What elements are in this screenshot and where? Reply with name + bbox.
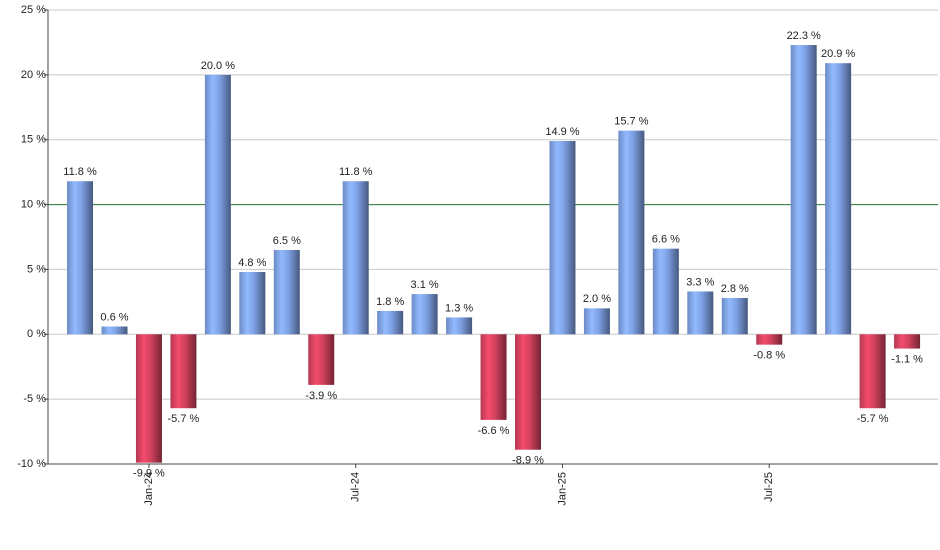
bar [446, 317, 473, 335]
value-label: -5.7 % [168, 413, 200, 425]
y-tick-label: 15 % [21, 134, 46, 146]
value-label: 1.3 % [445, 302, 473, 314]
y-tick-label: 5 % [27, 263, 46, 275]
bar [67, 181, 94, 335]
bar [101, 326, 128, 335]
bar [170, 334, 197, 409]
value-label: 11.8 % [63, 166, 97, 178]
value-label: 15.7 % [614, 116, 648, 128]
y-tick-label: -5 % [23, 393, 46, 405]
value-label: -3.9 % [305, 390, 337, 402]
y-tick-label: 25 % [21, 4, 46, 16]
value-label: -1.1 % [891, 353, 923, 365]
x-tick-label: Jan-25 [556, 472, 568, 506]
bar [377, 310, 404, 335]
bar [342, 181, 369, 335]
x-tick-label: Jan-24 [143, 472, 155, 506]
bar [308, 334, 335, 385]
bar [204, 74, 231, 335]
value-label: -6.6 % [478, 425, 510, 437]
bar [135, 334, 162, 463]
value-label: 3.1 % [411, 279, 439, 291]
value-label: -0.8 % [753, 350, 785, 362]
bar [515, 334, 542, 450]
value-label: 6.5 % [273, 235, 301, 247]
value-label: 20.9 % [821, 48, 855, 60]
value-label: -8.9 % [512, 455, 544, 467]
value-label: 3.3 % [686, 276, 714, 288]
bar [756, 334, 783, 345]
value-label: 20.0 % [201, 60, 235, 72]
value-label: -5.7 % [857, 413, 889, 425]
y-tick-label: -10 % [17, 458, 46, 470]
value-label: 2.0 % [583, 293, 611, 305]
y-tick-label: 0 % [27, 328, 46, 340]
bar [239, 272, 266, 335]
value-label: 6.6 % [652, 234, 680, 246]
bar [618, 130, 645, 335]
x-tick-label: Jul-25 [763, 472, 775, 502]
value-label: 14.9 % [545, 126, 579, 138]
bar [859, 334, 886, 409]
value-label: -9.9 % [133, 468, 165, 480]
bar [549, 141, 576, 335]
bar [273, 249, 300, 335]
value-label: 11.8 % [339, 166, 373, 178]
bar [721, 297, 748, 335]
value-label: 4.8 % [238, 257, 266, 269]
bar [894, 334, 921, 349]
bar [583, 308, 610, 335]
bar [411, 294, 438, 335]
y-tick-label: 10 % [21, 198, 46, 210]
bar [480, 334, 507, 420]
y-tick-label: 20 % [21, 69, 46, 81]
bar [652, 248, 679, 335]
bar [687, 291, 714, 335]
value-label: 2.8 % [721, 283, 749, 295]
bar [825, 63, 852, 335]
value-label: 0.6 % [100, 311, 128, 323]
value-label: 1.8 % [376, 296, 404, 308]
bar [790, 45, 817, 335]
x-tick-label: Jul-24 [350, 472, 362, 502]
value-label: 22.3 % [787, 30, 821, 42]
